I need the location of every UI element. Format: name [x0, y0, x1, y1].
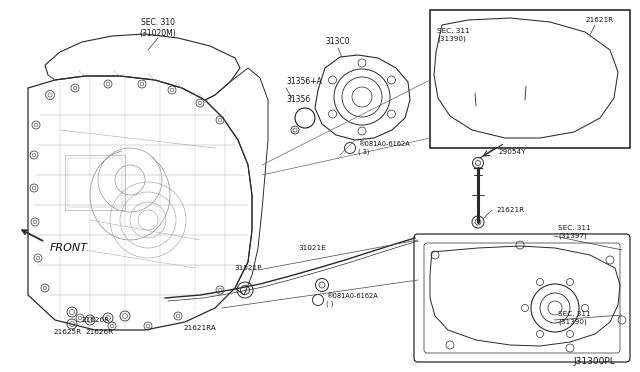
Text: J31300PL: J31300PL	[573, 357, 615, 366]
Text: FRONT: FRONT	[50, 243, 88, 253]
Bar	[68, 158, 122, 207]
Text: 21621R: 21621R	[586, 17, 614, 23]
Text: SEC. 311
(31390): SEC. 311 (31390)	[437, 28, 470, 42]
Text: 21626R: 21626R	[86, 329, 114, 335]
Text: SEC. 311
(31397): SEC. 311 (31397)	[558, 225, 591, 239]
Text: SEC. 310
(31020M): SEC. 310 (31020M)	[140, 18, 177, 38]
Text: 21625R: 21625R	[54, 329, 82, 335]
Text: 31356: 31356	[286, 96, 310, 105]
Bar	[430, 10, 630, 148]
Text: 31356+A: 31356+A	[286, 77, 322, 87]
Text: ®081A0-6162A
( ): ®081A0-6162A ( )	[326, 293, 378, 307]
Text: 31021E: 31021E	[298, 245, 326, 251]
Text: SEC. 311
(31390): SEC. 311 (31390)	[558, 311, 591, 325]
Text: ®081A0-6162A
( 3): ®081A0-6162A ( 3)	[358, 141, 410, 155]
Text: 31021P: 31021P	[234, 265, 262, 271]
Bar	[65, 155, 125, 210]
Text: 29054Y: 29054Y	[498, 149, 525, 155]
Text: 21621RA: 21621RA	[184, 325, 216, 331]
Text: 21621R: 21621R	[496, 207, 524, 213]
Text: 21626R: 21626R	[82, 317, 110, 323]
Text: 313C0: 313C0	[326, 38, 350, 46]
